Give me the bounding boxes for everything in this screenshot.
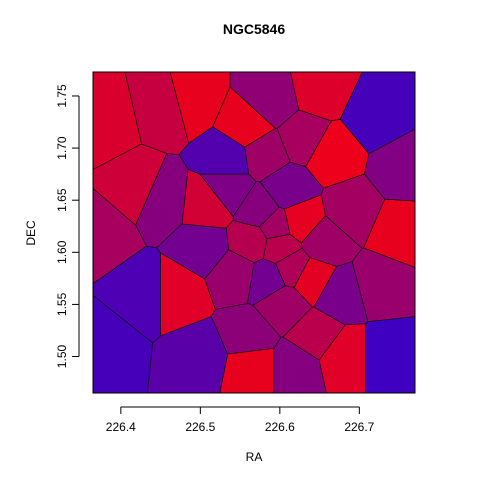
y-axis-title: DEC — [24, 220, 38, 246]
x-tick-label: 226.6 — [265, 420, 295, 434]
cells-layer — [92, 71, 416, 394]
y-tick-label: 1.55 — [55, 292, 69, 316]
y-tick-label: 1.50 — [55, 345, 69, 369]
x-tick-label: 226.5 — [185, 420, 215, 434]
voronoi-cell — [364, 316, 416, 394]
y-tick-label: 1.75 — [55, 84, 69, 108]
x-axis-title: RA — [246, 450, 263, 464]
chart-title: NGC5846 — [223, 21, 285, 37]
y-axis: 1.50 1.55 1.60 1.65 1.70 1.75 — [55, 84, 80, 369]
voronoi-cell — [219, 347, 275, 394]
y-tick-label: 1.65 — [55, 188, 69, 212]
x-tick-label: 226.4 — [106, 420, 136, 434]
y-tick-label: 1.70 — [55, 136, 69, 160]
x-axis: 226.4 226.5 226.6 226.7 — [106, 406, 375, 434]
y-tick-label: 1.60 — [55, 240, 69, 264]
x-tick-label: 226.7 — [344, 420, 374, 434]
plot-frame — [92, 71, 416, 394]
